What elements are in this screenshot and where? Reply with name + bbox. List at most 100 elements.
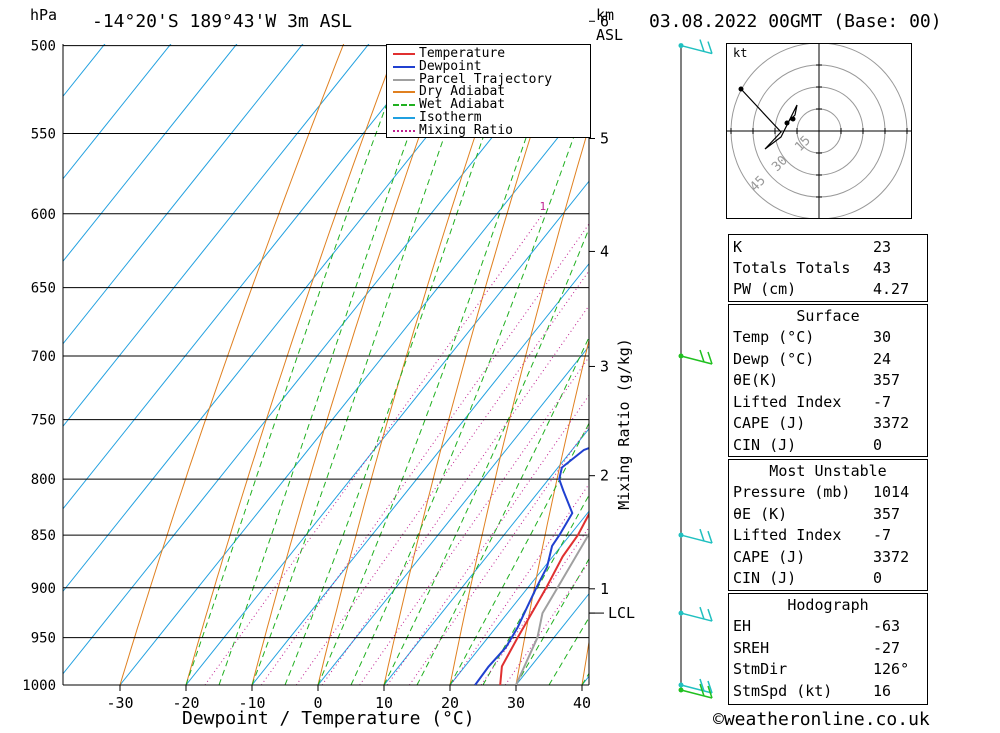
row-value: -7 — [873, 526, 892, 544]
isotherm-line — [63, 44, 172, 180]
x-tick-label: 30 — [507, 694, 525, 712]
location-title: -14°20'S 189°43'W 3m ASL — [92, 11, 353, 32]
hodograph-point — [784, 120, 790, 126]
dry-adiabat-line — [978, 0, 1000, 685]
hodograph-trace — [740, 88, 798, 150]
mixing-ratio-label: 3 — [626, 200, 633, 213]
legend-swatch — [393, 91, 415, 94]
dry-adiabat-line — [515, 338, 589, 685]
pw-value: 4.27 — [873, 280, 910, 298]
km-unit-label: km — [596, 6, 615, 24]
wet-adiabat-line — [482, 494, 589, 685]
mixing-ratio-axis-label: Mixing Ratio (g/kg) — [615, 338, 633, 510]
k-index-label: K — [733, 238, 743, 256]
x-tick-label: -10 — [238, 694, 265, 712]
surface-title: Surface — [796, 307, 860, 325]
row-label: θE (K) — [733, 504, 788, 523]
row-value: 3372 — [873, 547, 910, 566]
row-label: Temp (°C) — [733, 328, 815, 346]
pressure-tick-label: 650 — [31, 281, 56, 297]
row-value: 24 — [873, 349, 892, 368]
wind-barb-feather — [699, 606, 705, 620]
row-value: 30 — [873, 328, 892, 346]
legend-swatch — [393, 78, 415, 81]
hodograph-table-title: Hodograph — [787, 596, 869, 614]
row-value: 126° — [873, 660, 910, 678]
parcel-trajectory-profile — [515, 532, 589, 685]
km-tick-label: 4 — [600, 242, 609, 260]
isotherm-line — [63, 44, 304, 345]
pressure-tick-label: 950 — [31, 631, 56, 647]
mixing-ratio-line — [204, 213, 544, 685]
hodograph-ring-label: 30 — [769, 153, 791, 175]
row-label: CAPE (J) — [733, 414, 806, 432]
most-unstable-table: Most Unstable Pressure (mb) 1014 θE (K) 357… — [728, 459, 928, 591]
mixing-ratio-label: 8 — [712, 200, 719, 213]
km-tick-label: 5 — [600, 130, 609, 148]
row-label: θE(K) — [733, 371, 779, 389]
legend-item: Dewpoint — [391, 60, 586, 73]
row-value: 1014 — [873, 483, 910, 501]
legend-swatch — [393, 65, 415, 68]
x-tick-label: 0 — [313, 694, 322, 712]
hpa-unit-label: hPa — [30, 6, 58, 24]
pressure-tick-label: 550 — [31, 126, 56, 142]
wet-adiabat-line — [515, 557, 589, 685]
hodograph-table: Hodograph EH -63 SREH -27 StmDir 126° StmSpd (… — [728, 593, 928, 705]
legend-item: Temperature — [391, 47, 586, 60]
wind-barb — [680, 612, 713, 622]
wind-barb-feather — [699, 528, 705, 542]
table-row: Lifted Index -7 — [729, 392, 927, 413]
legend-label: Dewpoint — [419, 58, 482, 74]
wind-barb — [680, 44, 713, 55]
pw-label: PW (cm) — [733, 280, 797, 298]
mixing-ratio-label: 6 — [686, 200, 693, 213]
date-title: 03.08.2022 00GMT (Base: 00) — [649, 11, 942, 32]
wind-barb — [680, 689, 713, 699]
pressure-tick-label: 1000 — [22, 678, 56, 694]
row-label: Lifted Index — [733, 526, 842, 544]
row-label: CIN (J) — [733, 569, 797, 587]
legend-label: Mixing Ratio — [419, 122, 513, 138]
row-value: -27 — [873, 638, 901, 657]
table-row: Temp (°C) 30 — [729, 327, 927, 348]
isotherm-line — [383, 427, 589, 685]
totals-totals-label: Totals Totals — [733, 259, 851, 277]
legend-swatch — [393, 117, 415, 119]
row-value: 357 — [873, 371, 901, 389]
pressure-tick-label: 900 — [31, 581, 56, 597]
wind-barb-feather — [707, 608, 713, 622]
row-value: 3372 — [873, 414, 910, 432]
table-row: StmDir 126° — [729, 659, 927, 680]
km-tick-label: 3 — [600, 357, 609, 375]
asl-unit-label: ASL — [596, 26, 624, 44]
mixing-ratio-line — [386, 394, 589, 685]
x-axis-label: Dewpoint / Temperature (°C) — [182, 708, 475, 729]
wind-barb — [680, 684, 713, 694]
row-label: StmSpd (kt) — [733, 681, 833, 700]
row-label: Dewp (°C) — [733, 349, 815, 368]
x-tick-label: -30 — [106, 694, 133, 712]
legend-swatch — [393, 129, 415, 132]
row-label: Pressure (mb) — [733, 483, 851, 501]
km-tick-label: 6 — [600, 12, 609, 30]
table-row: θE(K) 357 — [729, 370, 927, 391]
copyright-credit[interactable]: ©weatheronline.co.uk — [713, 709, 930, 730]
table-row: θE (K) 357 — [729, 504, 927, 525]
hodograph-point — [790, 116, 796, 122]
table-row: SREH -27 — [729, 638, 927, 659]
surface-table: Surface Temp (°C) 30 Dewp (°C) 24 θE(K) 357 Li… — [728, 304, 928, 457]
legend: Temperature Dewpoint Parcel Trajectory Dry … — [386, 44, 591, 138]
isotherm-line — [185, 180, 589, 685]
x-tick-label: 20 — [441, 694, 459, 712]
row-label: Lifted Index — [733, 392, 842, 411]
isotherm-line — [317, 345, 589, 685]
legend-label: Temperature — [419, 46, 506, 61]
pressure-tick-label: 800 — [31, 472, 56, 488]
wind-barb-feather — [699, 39, 705, 52]
legend-label: Parcel Trajectory — [419, 71, 553, 87]
row-label: StmDir — [733, 660, 788, 678]
wind-barb-feather — [699, 349, 705, 363]
km-tick-label: LCL — [608, 604, 635, 622]
